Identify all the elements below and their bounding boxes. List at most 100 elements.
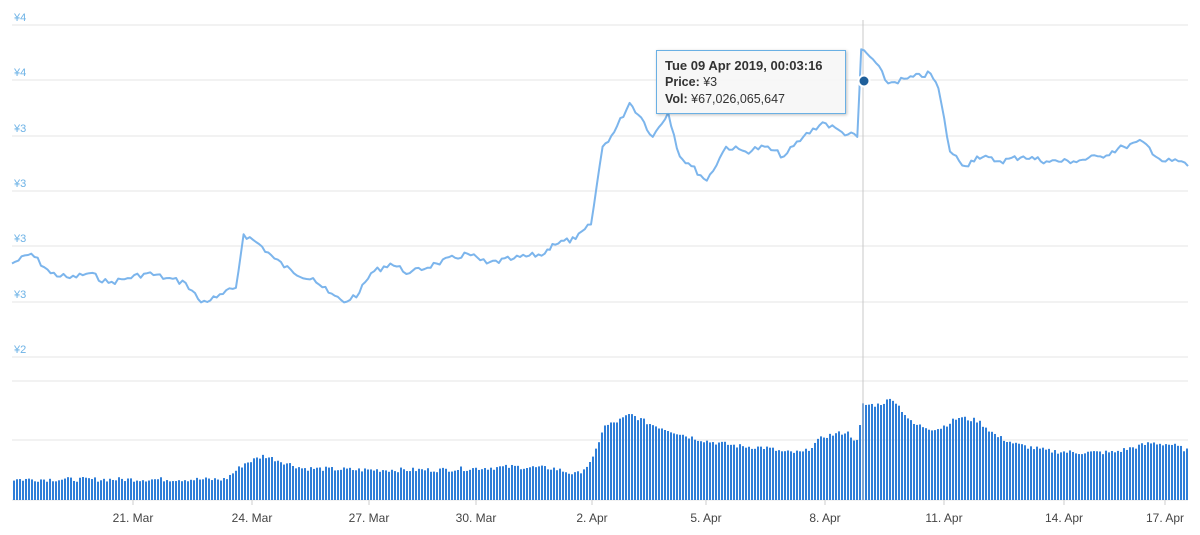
volume-bar <box>43 479 45 500</box>
volume-bar <box>31 479 33 500</box>
volume-bar <box>304 468 306 500</box>
x-tick-label: 24. Mar <box>232 511 273 525</box>
volume-bar <box>508 467 510 500</box>
volume-bar <box>628 414 630 500</box>
volume-bar <box>703 442 705 500</box>
volume-bar <box>1078 454 1080 500</box>
volume-bar <box>586 466 588 500</box>
volume-bar <box>898 405 900 500</box>
volume-bar <box>73 480 75 500</box>
volume-bar <box>427 468 429 500</box>
volume-bar <box>121 478 123 500</box>
volume-bar <box>169 481 171 500</box>
volume-bar <box>643 418 645 500</box>
volume-bar <box>532 466 534 500</box>
volume-bar <box>391 469 393 500</box>
x-tick-label: 5. Apr <box>690 511 721 525</box>
volume-bar <box>607 424 609 500</box>
volume-bar <box>298 467 300 500</box>
volume-bar <box>292 465 294 500</box>
volume-bar <box>1135 448 1137 500</box>
volume-bar <box>1162 445 1164 500</box>
volume-bar <box>217 479 219 500</box>
volume-bar <box>655 426 657 500</box>
volume-bar <box>550 469 552 500</box>
hover-point-marker[interactable] <box>857 74 871 88</box>
volume-bar <box>256 457 258 500</box>
volume-bar <box>430 471 432 500</box>
volume-bar <box>799 451 801 500</box>
volume-bar <box>229 474 231 500</box>
volume-bar <box>400 467 402 500</box>
volume-bar <box>157 479 159 500</box>
volume-bar <box>397 472 399 500</box>
volume-bar <box>85 477 87 500</box>
volume-bar <box>1015 442 1017 500</box>
volume-bar <box>493 469 495 500</box>
volume-bar <box>415 471 417 500</box>
volume-bar <box>859 425 861 500</box>
volume-bar <box>766 446 768 500</box>
volume-bar <box>127 478 129 500</box>
volume-bar <box>307 470 309 500</box>
volume-bar <box>406 471 408 500</box>
volume-bar <box>619 418 621 500</box>
volume-bar <box>151 479 153 500</box>
volume-bar <box>454 470 456 500</box>
volume-bar <box>1093 451 1095 500</box>
volume-bar <box>202 479 204 500</box>
volume-bar <box>640 418 642 500</box>
volume-bar <box>58 480 60 500</box>
volume-bar <box>49 478 51 500</box>
volume-bar <box>892 400 894 500</box>
volume-bar <box>979 420 981 500</box>
volume-bar <box>553 467 555 500</box>
volume-bar <box>271 457 273 500</box>
volume-bar <box>118 477 120 500</box>
volume-bar <box>208 478 210 500</box>
volume-bar <box>790 451 792 500</box>
volume-bar <box>40 479 42 500</box>
volume-bar <box>1165 444 1167 500</box>
volume-bar <box>943 425 945 500</box>
volume-bar <box>928 429 930 500</box>
volume-bar <box>1090 451 1092 500</box>
volume-bar <box>1144 444 1146 500</box>
x-tick-label: 14. Apr <box>1045 511 1083 525</box>
volume-bar <box>880 405 882 500</box>
tooltip-vol-row: Vol: ¥67,026,065,647 <box>665 91 837 108</box>
volume-bar <box>1102 454 1104 500</box>
volume-bar <box>952 418 954 500</box>
volume-bar <box>55 481 57 500</box>
x-tick-label: 8. Apr <box>809 511 840 525</box>
volume-bar <box>901 411 903 500</box>
volume-bar <box>577 471 579 500</box>
volume-bar <box>697 440 699 500</box>
volume-bar <box>244 463 246 500</box>
volume-bar <box>1105 450 1107 500</box>
volume-bar <box>1186 448 1188 500</box>
volume-bar <box>691 436 693 500</box>
volume-bar <box>211 480 213 500</box>
volume-bar <box>13 480 15 500</box>
volume-bar <box>409 471 411 500</box>
y-tick-label: ¥3 <box>13 233 26 245</box>
volume-bar <box>625 415 627 500</box>
volume-bar <box>97 481 99 500</box>
volume-bar <box>844 433 846 500</box>
volume-bar <box>850 437 852 500</box>
volume-bar <box>355 470 357 500</box>
y-tick-label: ¥3 <box>13 289 26 301</box>
volume-bar <box>109 478 111 500</box>
volume-bar <box>649 424 651 500</box>
volume-bar <box>571 474 573 500</box>
volume-bar <box>370 469 372 500</box>
volume-bar <box>805 448 807 500</box>
volume-bar <box>346 468 348 500</box>
volume-bar <box>220 480 222 500</box>
x-tick-label: 17. Apr <box>1146 511 1184 525</box>
volume-bar <box>1168 444 1170 500</box>
volume-bar <box>37 481 39 500</box>
volume-bar <box>595 448 597 500</box>
volume-bar <box>373 470 375 500</box>
